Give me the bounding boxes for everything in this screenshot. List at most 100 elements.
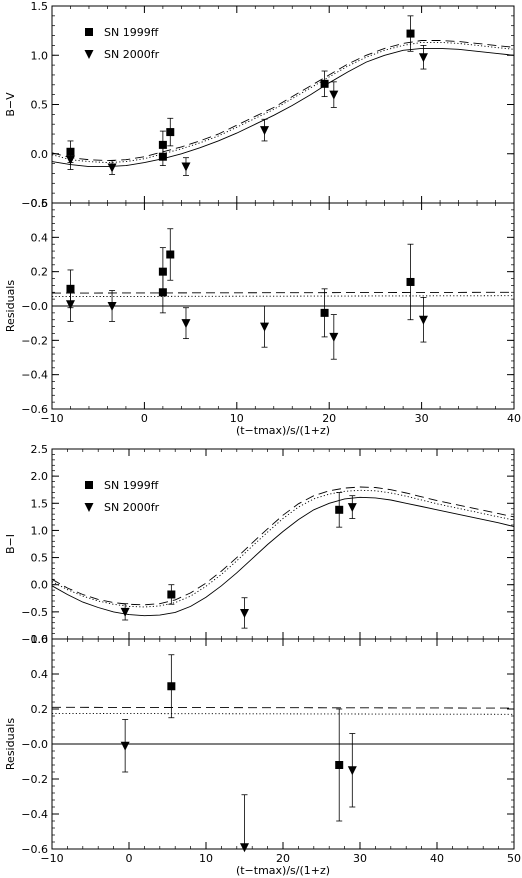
- data-point-square: [320, 308, 329, 317]
- data-point-triangle: [418, 315, 428, 325]
- legend-label: SN 2000fr: [104, 501, 160, 514]
- panel-3: −0.6 −0.4 −0.2 −0.0 0.2 0.4 0.6 −10 0 10 20 30 40 50 (…: [4, 633, 521, 877]
- y-tick-label: −0.4: [21, 369, 48, 382]
- data-point-triangle: [181, 319, 191, 329]
- legend-marker-triangle: [84, 50, 94, 59]
- data-point-triangle: [347, 503, 357, 513]
- data-point-square: [158, 140, 167, 149]
- data-point-triangle: [260, 126, 270, 136]
- data-point-square: [406, 29, 415, 38]
- x-tick-label: 10: [230, 412, 244, 425]
- y-tick-label: 2.5: [31, 443, 49, 456]
- y-tick-label: 0.5: [31, 552, 49, 565]
- data-point-square: [166, 250, 175, 259]
- y-tick-label: 0.0: [31, 148, 49, 161]
- x-tick-label: 40: [507, 412, 521, 425]
- y-axis-label: B−I: [4, 534, 17, 554]
- x-axis-label: (t−tmax)/s/(1+z): [236, 864, 330, 877]
- panel-2: −1.0 −0.5 0.0 0.5 1.0 1.5 2.0 2.5 B−I SN 1999ff SN…: [4, 443, 515, 646]
- x-tick-label: 10: [199, 852, 213, 865]
- data-point-triangle: [65, 155, 75, 165]
- y-axis-label: Residuals: [4, 718, 17, 770]
- y-tick-label: −0.2: [21, 334, 48, 347]
- x-axis-label: (t−tmax)/s/(1+z): [236, 424, 330, 437]
- data-point-triangle: [347, 766, 357, 776]
- y-tick-label: 1.5: [31, 0, 49, 13]
- x-tick-label: 30: [353, 852, 367, 865]
- y-axis-label: Residuals: [4, 280, 17, 332]
- x-tick-label: 0: [126, 852, 133, 865]
- x-tick-label: 30: [415, 412, 429, 425]
- y-tick-label: −0.6: [21, 403, 48, 416]
- y-tick-label: 1.5: [31, 497, 49, 510]
- data-point-triangle: [181, 162, 191, 172]
- data-point-triangle: [329, 90, 339, 100]
- data-point-triangle: [240, 843, 249, 853]
- y-tick-label: 0.4: [31, 231, 49, 244]
- data-point-square: [158, 267, 167, 276]
- data-point-triangle: [240, 608, 249, 618]
- y-tick-label: −0.4: [21, 808, 48, 821]
- data-point-triangle: [107, 302, 117, 311]
- y-tick-label: 0.2: [31, 266, 49, 279]
- y-tick-label: 0.2: [31, 703, 49, 716]
- y-tick-label: −0.6: [21, 843, 48, 856]
- x-tick-label: 0: [141, 412, 148, 425]
- x-tick-label: 20: [276, 852, 290, 865]
- y-tick-label: 0.6: [31, 633, 49, 646]
- legend-marker-square: [85, 28, 93, 36]
- data-point-square: [335, 505, 344, 514]
- y-tick-label: −1.0: [21, 633, 48, 646]
- y-tick-label: 0.5: [31, 99, 49, 112]
- y-tick-label: 0.4: [31, 668, 49, 681]
- x-tick-label: −10: [40, 852, 63, 865]
- legend-marker-triangle: [84, 503, 94, 512]
- y-tick-label: −0.0: [21, 300, 48, 313]
- panel-1: −0.6 −0.4 −0.2 −0.0 0.2 0.4 0.6 −10 0 10 20 30 40 (t−…: [4, 197, 521, 437]
- plot-frame: [51, 448, 515, 640]
- y-axis-label: B−V: [4, 92, 17, 117]
- legend-marker-square: [85, 481, 93, 489]
- y-tick-label: −0.0: [21, 738, 48, 751]
- model-curve-solid: [52, 496, 514, 617]
- model-curve-solid: [52, 47, 514, 168]
- model-curve-dotted: [52, 712, 514, 715]
- data-point-square: [166, 128, 175, 137]
- y-tick-label: −0.2: [21, 773, 48, 786]
- panel-0: −0.5 0.0 0.5 1.0 1.5 B−V SN 1999ff SN 2000fr: [4, 0, 515, 210]
- data-point-square: [167, 590, 176, 599]
- data-point-square: [167, 682, 176, 691]
- y-tick-label: 0.6: [31, 197, 49, 210]
- data-point-triangle: [418, 53, 428, 63]
- y-tick-label: −0.5: [21, 197, 48, 210]
- legend-label: SN 1999ff: [104, 26, 159, 39]
- data-point-square: [406, 277, 415, 286]
- y-tick-label: 0.0: [31, 579, 49, 592]
- y-tick-label: 1.0: [31, 524, 49, 537]
- x-tick-label: −10: [40, 412, 63, 425]
- y-tick-label: 1.0: [31, 49, 49, 62]
- model-curve-dotted: [52, 295, 514, 298]
- legend-label: SN 2000fr: [104, 48, 160, 61]
- data-point-triangle: [120, 607, 130, 617]
- data-point-triangle: [65, 300, 75, 310]
- y-tick-label: 2.0: [31, 470, 49, 483]
- model-curve-dashed: [52, 291, 514, 294]
- model-curve-dashed: [52, 486, 514, 606]
- data-point-triangle: [120, 741, 130, 751]
- model-curve-dotted: [52, 41, 514, 164]
- x-tick-label: 50: [507, 852, 521, 865]
- model-curve-dashed: [52, 706, 514, 709]
- legend-label: SN 1999ff: [104, 479, 159, 492]
- data-point-triangle: [107, 163, 117, 173]
- data-point-triangle: [260, 322, 270, 332]
- y-tick-label: −0.5: [21, 606, 48, 619]
- x-tick-label: 40: [430, 852, 444, 865]
- data-point-triangle: [329, 332, 339, 342]
- x-tick-label: 20: [322, 412, 336, 425]
- model-curve-dashed: [52, 40, 514, 162]
- data-point-square: [335, 761, 344, 769]
- data-point-square: [320, 79, 329, 88]
- model-curve-dotted: [52, 489, 514, 608]
